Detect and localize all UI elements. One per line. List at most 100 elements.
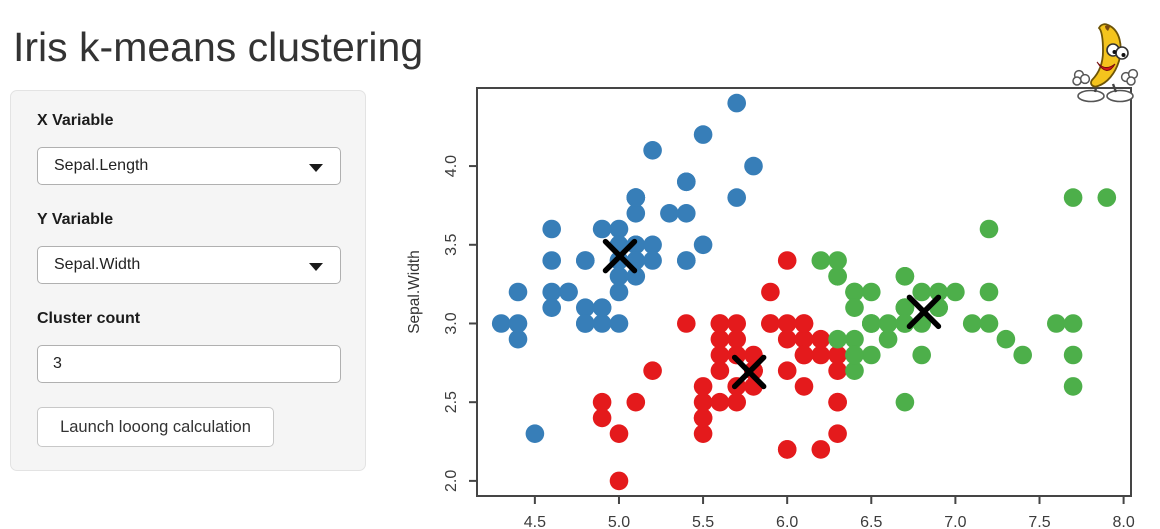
data-point-cluster-1-blue (508, 314, 528, 333)
data-point-cluster-1-blue (626, 188, 646, 207)
data-point-cluster-2-red (794, 345, 814, 365)
data-point-cluster-3-green (878, 314, 898, 333)
data-point-cluster-2-red (693, 377, 713, 396)
data-point-cluster-2-red (761, 314, 780, 333)
x-tick-label: 7.5 (1028, 514, 1050, 529)
data-point-cluster-3-green (828, 267, 847, 286)
data-point-cluster-1-blue (592, 298, 612, 318)
banana-body (1090, 23, 1122, 88)
data-point-cluster-2-red (693, 408, 713, 428)
data-point-cluster-2-red (794, 377, 814, 396)
data-point-cluster-2-red (828, 361, 847, 381)
data-point-cluster-1-blue (576, 251, 595, 270)
cluster-center-mark (602, 238, 638, 274)
data-point-cluster-3-green (845, 361, 864, 381)
x-tick-label: 5.5 (692, 514, 714, 529)
data-point-cluster-2-red (811, 440, 831, 459)
data-point-cluster-2-red (727, 329, 746, 349)
data-point-cluster-2-red (828, 345, 847, 365)
data-point-cluster-2-red (693, 392, 713, 412)
data-point-cluster-2-red (727, 314, 746, 333)
data-point-cluster-3-green (929, 282, 948, 302)
data-point-cluster-3-green (1097, 188, 1117, 207)
sidebar-panel: X Variable Sepal.Length Y Variable Sepal… (10, 90, 366, 471)
data-point-cluster-3-green (845, 298, 864, 318)
data-point-cluster-2-red (777, 251, 797, 270)
x-tick-label: 6.5 (860, 514, 882, 529)
data-point-cluster-1-blue (727, 188, 746, 207)
data-point-cluster-2-red (609, 471, 629, 491)
dancing-banana-image (1072, 23, 1139, 103)
launch-calculation-button[interactable]: Launch looong calculation (37, 407, 274, 447)
data-point-cluster-3-green (912, 282, 931, 302)
data-point-cluster-1-blue (744, 156, 763, 176)
data-point-cluster-3-green (845, 282, 864, 302)
data-point-cluster-2-red (811, 345, 831, 365)
data-point-cluster-1-blue (542, 219, 561, 239)
data-point-cluster-2-red (710, 329, 730, 349)
data-point-cluster-3-green (895, 392, 915, 412)
data-point-cluster-3-green (1047, 314, 1066, 333)
data-point-cluster-1-blue (508, 329, 528, 349)
y-variable-select-value: Sepal.Width (54, 256, 141, 273)
data-point-cluster-3-green (862, 282, 881, 302)
banana-feet (1077, 83, 1134, 103)
data-point-cluster-2-red (609, 424, 629, 444)
data-point-cluster-2-red (710, 392, 730, 412)
banana-eyes (1106, 43, 1129, 60)
y-tick-label: 3.0 (443, 312, 460, 334)
data-point-cluster-1-blue (677, 251, 696, 270)
banana-hands (1072, 68, 1139, 86)
data-point-cluster-2-red (727, 345, 746, 365)
data-point-cluster-3-green (895, 267, 915, 286)
y-tick-label: 2.5 (443, 391, 460, 413)
data-point-cluster-3-green (1063, 377, 1083, 396)
data-point-cluster-3-green (845, 345, 864, 365)
y-variable-label: Y Variable (37, 211, 114, 228)
data-point-cluster-2-red (794, 329, 814, 349)
data-point-cluster-3-green (979, 314, 999, 333)
x-tick-label: 8.0 (1112, 514, 1134, 529)
data-point-cluster-3-green (1063, 345, 1083, 365)
data-point-cluster-2-red (761, 282, 780, 302)
data-point-cluster-3-green (862, 345, 881, 365)
data-point-cluster-1-blue (727, 93, 746, 113)
data-point-cluster-2-red (811, 329, 831, 349)
data-point-cluster-3-green (1063, 188, 1083, 207)
data-point-cluster-2-red (828, 424, 847, 444)
data-point-cluster-1-blue (609, 314, 629, 333)
data-point-cluster-1-blue (609, 267, 629, 286)
chevron-down-icon (309, 263, 323, 271)
data-point-cluster-2-red (677, 314, 696, 333)
data-point-cluster-3-green (912, 345, 931, 365)
data-point-cluster-2-red (643, 361, 662, 381)
data-point-cluster-2-red (777, 361, 797, 381)
x-variable-select-value: Sepal.Length (54, 157, 149, 174)
page-title: Iris k-means clustering (13, 24, 424, 70)
banana-stem (1105, 25, 1110, 31)
data-point-cluster-3-green (1063, 314, 1083, 333)
data-point-cluster-1-blue (542, 298, 561, 318)
data-point-cluster-1-blue (626, 267, 646, 286)
data-point-cluster-2-red (777, 314, 797, 333)
y-variable-select[interactable]: Sepal.Width (37, 246, 341, 284)
x-variable-select[interactable]: Sepal.Length (37, 147, 341, 185)
data-point-cluster-1-blue (491, 314, 511, 333)
data-point-cluster-1-blue (559, 282, 578, 302)
plot-panel-box (476, 87, 1132, 497)
data-point-cluster-2-red (592, 392, 612, 412)
banana-mouth (1096, 61, 1116, 71)
data-point-cluster-1-blue (576, 314, 595, 333)
data-point-cluster-2-red (592, 408, 612, 428)
data-point-cluster-3-green (946, 282, 965, 302)
data-point-cluster-2-red (777, 329, 797, 349)
cluster-count-input[interactable] (37, 345, 341, 383)
data-point-cluster-1-blue (643, 235, 662, 255)
data-point-cluster-3-green (895, 298, 915, 318)
data-point-cluster-1-blue (693, 125, 713, 144)
x-tick-label: 4.5 (524, 514, 546, 529)
data-point-cluster-3-green (962, 314, 982, 333)
data-point-cluster-1-blue (677, 172, 696, 192)
